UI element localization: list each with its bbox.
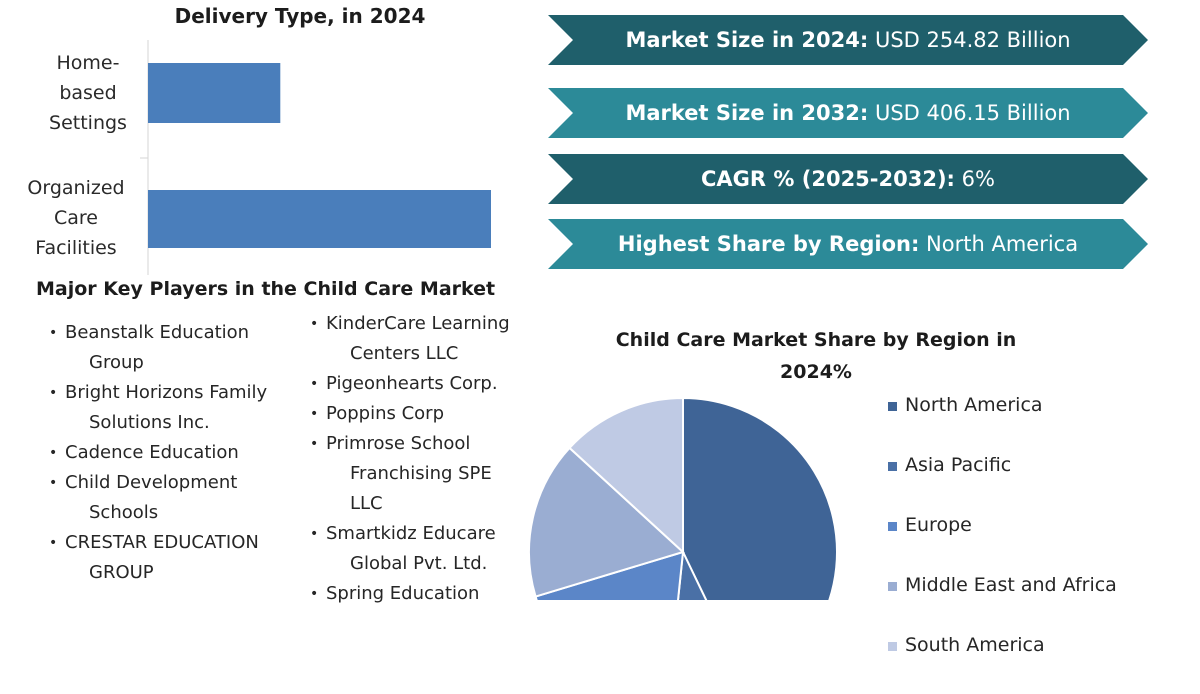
key-player-name: Bright Horizons Family [65,382,268,403]
pie-slice-south-america [568,396,684,555]
pie-slice-asia-pacific [677,548,708,600]
bar-category-label-line: based [59,82,117,104]
banner-highest-share-region: Highest Share by Region: North America [548,219,1148,269]
legend-label: North America [905,394,1043,416]
bar-category-label-line: Settings [49,112,127,134]
key-player-item: Primrose School Franchising SPE LLC [310,429,540,519]
key-player-name: Beanstalk Education [65,322,250,343]
bar-category-label-line: Organized [27,177,125,199]
banner-value: 6% [961,167,995,191]
key-players-title: Major Key Players in the Child Care Mark… [36,278,496,300]
bar-chart-title: Delivery Type, in 2024 [140,4,460,28]
banner-value: USD 406.15 Billion [874,101,1071,125]
legend-item: Asia Pacific [888,454,1117,514]
bar-chart-title-text: Delivery Type, in 2024 [174,4,426,28]
pie-legend: North America Asia Pacific Europe Middle Ea… [888,394,1117,694]
bar-chart [140,40,491,275]
key-player-name: Cadence Education [65,442,239,463]
key-player-item: CRESTAR EDUCATION GROUP [49,528,309,588]
banner-label: Market Size in 2032: [625,101,869,125]
legend-item: South America [888,634,1117,694]
key-player-name-cont: Centers LLC [350,343,459,364]
key-player-item: Cadence Education [49,438,309,468]
legend-label: Asia Pacific [905,454,1012,476]
key-player-name: Poppins Corp [326,403,444,424]
legend-swatch [888,402,897,411]
key-player-item: Smartkidz Educare Global Pvt. Ltd. [310,519,540,579]
key-player-item: Child Development Schools [49,468,309,528]
key-player-name-cont: Group [89,352,144,373]
banner-label: Market Size in 2024: [625,28,869,52]
key-player-name-cont: GROUP [89,562,154,583]
key-player-name: Spring Education [326,583,480,604]
key-players-list-col2: KinderCare Learning Centers LLC Pigeonhear… [310,309,540,609]
banner-shape-3 [548,219,1148,269]
bar-category-label-line: Care [54,207,98,229]
bar-category-label-line: Home- [56,52,120,74]
banner-value: North America [926,232,1079,256]
banner-market-size-2032: Market Size in 2032: USD 406.15 Billion [548,88,1148,138]
key-player-name-cont: Schools [89,502,159,523]
banner-label: CAGR % (2025-2032): [701,167,955,191]
key-player-name: CRESTAR EDUCATION [65,532,259,553]
key-player-name: Primrose School [326,433,471,454]
banner-value: USD 254.82 Billion [874,28,1071,52]
bar-category-label-line: Facilities [35,237,117,259]
key-player-item: Bright Horizons Family Solutions Inc. [49,378,309,438]
banner-shape-0 [548,15,1148,65]
banner-market-size-2024: Market Size in 2024: USD 254.82 Billion [548,15,1148,65]
legend-swatch [888,582,897,591]
legend-item: Middle East and Africa [888,574,1117,634]
legend-label: Europe [905,514,972,536]
key-player-name-cont: LLC [350,493,383,514]
banner-label: Highest Share by Region: [617,232,920,256]
key-player-item: Spring Education [310,579,540,609]
key-player-name: Pigeonhearts Corp. [326,373,498,394]
key-player-name: KinderCare Learning [326,313,510,334]
banner-shape-1 [548,88,1148,138]
bar-0 [148,63,281,123]
pie-chart [528,396,839,600]
legend-swatch [888,522,897,531]
key-player-name: Child Development [65,472,238,493]
key-player-name-cont: Global Pvt. Ltd. [350,553,488,574]
legend-label: Middle East and Africa [905,574,1117,596]
pie-slice-north-america [682,396,839,600]
pie-chart-title: Child Care Market Share by Region in 202… [615,329,1017,383]
key-player-item: Beanstalk Education Group [49,318,309,378]
key-player-item: KinderCare Learning Centers LLC [310,309,540,369]
legend-swatch [888,642,897,651]
legend-item: North America [888,394,1117,454]
key-player-item: Poppins Corp [310,399,540,429]
key-player-name-cont: Solutions Inc. [89,412,210,433]
banner-cagr: CAGR % (2025-2032): 6% [548,154,1148,204]
legend-item: Europe [888,514,1117,574]
banner-shape-2 [548,154,1148,204]
legend-label: South America [905,634,1045,656]
bar-category-label-1: Organized Care Facilities [16,173,136,263]
key-player-item: Pigeonhearts Corp. [310,369,540,399]
key-players-list-col1: Beanstalk Education Group Bright Horizons … [49,318,309,588]
key-player-name: Smartkidz Educare [326,523,496,544]
key-player-name-cont: Franchising SPE [350,463,492,484]
pie-slice-middle-east-and-africa [528,446,685,598]
bar-1 [148,190,491,248]
bar-category-label-0: Home-based Settings [40,48,136,138]
legend-swatch [888,462,897,471]
